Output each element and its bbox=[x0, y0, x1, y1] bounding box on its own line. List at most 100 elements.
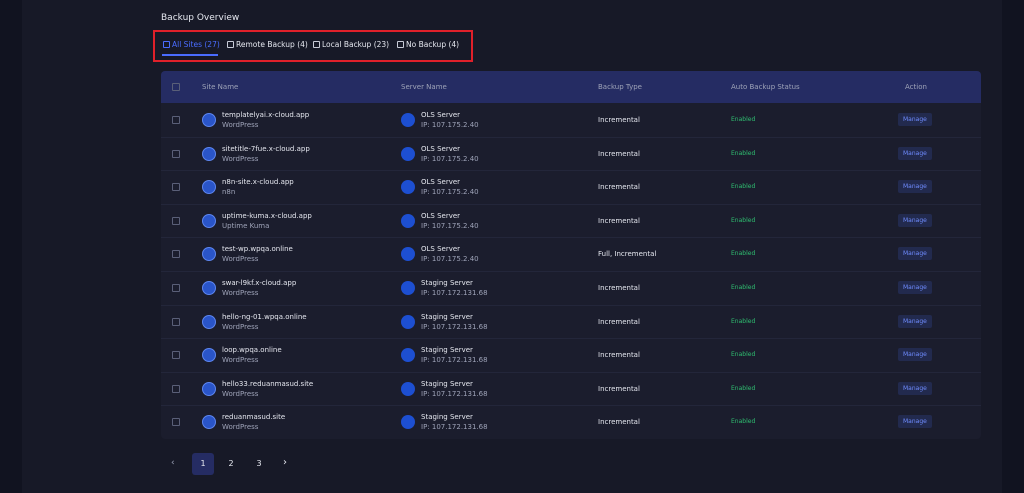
site-name[interactable]: hello-ng-01.wpqa.online bbox=[222, 312, 307, 321]
server-name: OLS Server bbox=[421, 144, 461, 153]
site-app: WordPress bbox=[222, 322, 259, 331]
backup-type: Incremental bbox=[598, 216, 640, 225]
page-button[interactable]: 2 bbox=[228, 459, 234, 468]
site-app: Uptime Kuma bbox=[222, 221, 270, 230]
backup-type: Incremental bbox=[598, 317, 640, 326]
server-ip: IP: 107.172.131.68 bbox=[421, 389, 488, 398]
server-name: Staging Server bbox=[421, 346, 473, 355]
server-icon bbox=[401, 314, 415, 329]
server-icon bbox=[401, 146, 415, 161]
row-checkbox[interactable] bbox=[172, 216, 180, 225]
row-divider bbox=[161, 170, 981, 172]
manage-button[interactable]: Manage bbox=[898, 146, 932, 160]
server-icon bbox=[401, 247, 415, 262]
row-checkbox[interactable] bbox=[172, 284, 180, 292]
status: Enabled bbox=[731, 116, 756, 123]
site-name[interactable]: n8n-site.x-cloud.app bbox=[222, 178, 294, 187]
page-button[interactable]: 3 bbox=[256, 459, 262, 468]
site-name[interactable]: uptime-kuma.x-cloud.app bbox=[222, 211, 312, 220]
tab[interactable]: Local Backup (23) bbox=[322, 40, 390, 49]
column-header: Server Name bbox=[401, 83, 447, 91]
site-name[interactable]: swar-l9kf.x-cloud.app bbox=[222, 279, 297, 287]
column-header: Auto Backup Status bbox=[731, 83, 800, 91]
tab-icon bbox=[397, 41, 404, 48]
row-checkbox[interactable] bbox=[172, 183, 180, 192]
server-icon bbox=[401, 281, 415, 295]
site-name[interactable]: hello33.reduanmasud.site bbox=[222, 379, 314, 388]
backup-type: Incremental bbox=[598, 351, 640, 360]
status: Enabled bbox=[731, 418, 756, 426]
page-button[interactable]: 1 bbox=[192, 453, 214, 475]
server-name: Staging Server bbox=[421, 379, 473, 388]
site-icon bbox=[202, 146, 216, 161]
row-checkbox[interactable] bbox=[172, 384, 180, 393]
tab-icon bbox=[313, 41, 320, 48]
column-header: Site Name bbox=[202, 83, 239, 91]
server-name: OLS Server bbox=[421, 111, 461, 119]
manage-button[interactable]: Manage bbox=[898, 381, 932, 395]
tab[interactable]: Remote Backup (4) bbox=[236, 40, 308, 49]
server-ip: IP: 107.175.2.40 bbox=[421, 154, 479, 163]
server-name: OLS Server bbox=[421, 245, 461, 254]
section-title: Backup Overview bbox=[161, 13, 240, 23]
manage-button[interactable]: Manage bbox=[898, 415, 932, 429]
row-checkbox[interactable] bbox=[172, 149, 180, 158]
site-name[interactable]: templatelyai.x-cloud.app bbox=[222, 111, 310, 119]
site-app: WordPress bbox=[222, 255, 259, 264]
row-divider bbox=[161, 371, 981, 373]
row-divider bbox=[161, 304, 981, 306]
server-icon bbox=[401, 213, 415, 228]
row-checkbox[interactable] bbox=[172, 250, 180, 259]
site-name[interactable]: test-wp.wpqa.online bbox=[222, 245, 293, 254]
site-icon bbox=[202, 314, 216, 329]
row-checkbox[interactable] bbox=[172, 116, 180, 124]
server-ip: IP: 107.175.2.40 bbox=[421, 221, 479, 230]
site-icon bbox=[202, 381, 216, 396]
site-icon bbox=[202, 113, 216, 127]
status: Enabled bbox=[731, 250, 756, 258]
table-header bbox=[161, 71, 981, 103]
server-name: Staging Server bbox=[421, 279, 473, 287]
backup-type: Incremental bbox=[598, 384, 640, 393]
site-app: WordPress bbox=[222, 121, 259, 129]
manage-button[interactable]: Manage bbox=[898, 113, 932, 126]
server-ip: IP: 107.172.131.68 bbox=[421, 356, 488, 365]
site-name[interactable]: sitetitle-7fue.x-cloud.app bbox=[222, 144, 310, 153]
manage-button[interactable]: Manage bbox=[898, 281, 932, 294]
site-app: WordPress bbox=[222, 154, 259, 163]
highlight-box bbox=[153, 30, 473, 62]
row-checkbox[interactable] bbox=[172, 418, 180, 427]
server-ip: IP: 107.172.131.68 bbox=[421, 289, 488, 297]
status: Enabled bbox=[731, 351, 756, 359]
row-checkbox[interactable] bbox=[172, 317, 180, 326]
status: Enabled bbox=[731, 149, 756, 157]
next-arrow[interactable]: › bbox=[283, 457, 287, 468]
manage-button[interactable]: Manage bbox=[898, 247, 932, 261]
tab[interactable]: No Backup (4) bbox=[406, 40, 460, 49]
prev-arrow[interactable]: ‹ bbox=[171, 458, 175, 468]
server-icon bbox=[401, 381, 415, 396]
manage-button[interactable]: Manage bbox=[898, 180, 932, 194]
tab-icon bbox=[163, 41, 170, 48]
site-app: WordPress bbox=[222, 423, 259, 432]
server-icon bbox=[401, 180, 415, 195]
backup-type: Incremental bbox=[598, 116, 640, 124]
tab-icon bbox=[227, 41, 234, 48]
header-checkbox[interactable] bbox=[172, 83, 180, 91]
site-icon bbox=[202, 247, 216, 262]
server-ip: IP: 107.172.131.68 bbox=[421, 322, 488, 331]
server-icon bbox=[401, 348, 415, 363]
row-checkbox[interactable] bbox=[172, 351, 180, 360]
site-name[interactable]: loop.wpqa.online bbox=[222, 346, 282, 355]
site-app: n8n bbox=[222, 188, 236, 197]
manage-button[interactable]: Manage bbox=[898, 213, 932, 227]
manage-button[interactable]: Manage bbox=[898, 348, 932, 362]
server-ip: IP: 107.175.2.40 bbox=[421, 121, 479, 129]
status: Enabled bbox=[731, 384, 756, 392]
site-icon bbox=[202, 415, 216, 430]
manage-button[interactable]: Manage bbox=[898, 314, 932, 328]
tab[interactable]: All Sites (27) bbox=[172, 40, 220, 49]
server-icon bbox=[401, 415, 415, 430]
row-divider bbox=[161, 338, 981, 340]
site-name[interactable]: reduanmasud.site bbox=[222, 413, 286, 422]
